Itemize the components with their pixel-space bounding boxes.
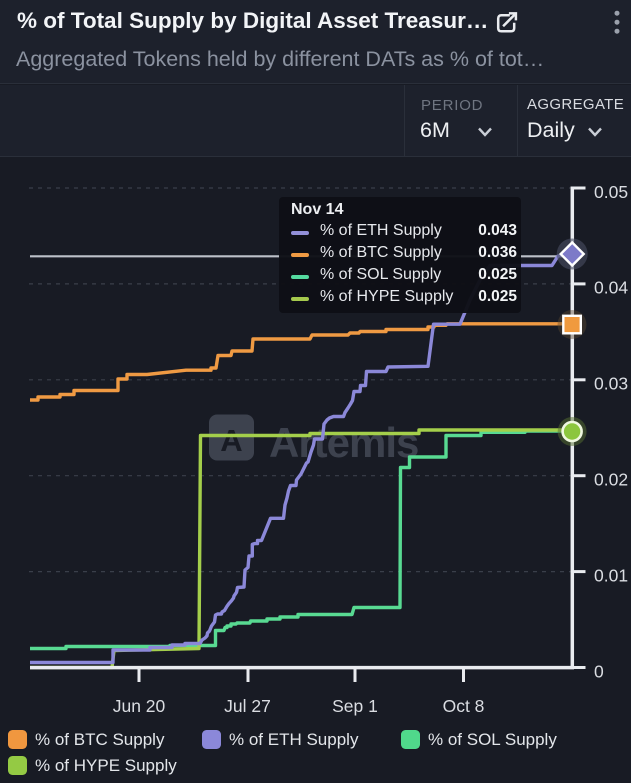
svg-text:Jul 27: Jul 27: [224, 696, 271, 716]
svg-text:0.01: 0.01: [594, 565, 628, 585]
svg-text:Jun 20: Jun 20: [113, 696, 166, 716]
svg-text:0.03: 0.03: [594, 374, 628, 394]
svg-text:0: 0: [594, 661, 604, 681]
svg-text:0.05: 0.05: [594, 182, 628, 202]
svg-text:0.02: 0.02: [594, 470, 628, 490]
svg-text:Oct 8: Oct 8: [443, 696, 485, 716]
svg-text:0.04: 0.04: [594, 278, 628, 298]
svg-text:Sep 1: Sep 1: [332, 696, 378, 716]
svg-text:A: A: [220, 423, 242, 458]
svg-text:Artemis: Artemis: [269, 419, 418, 466]
